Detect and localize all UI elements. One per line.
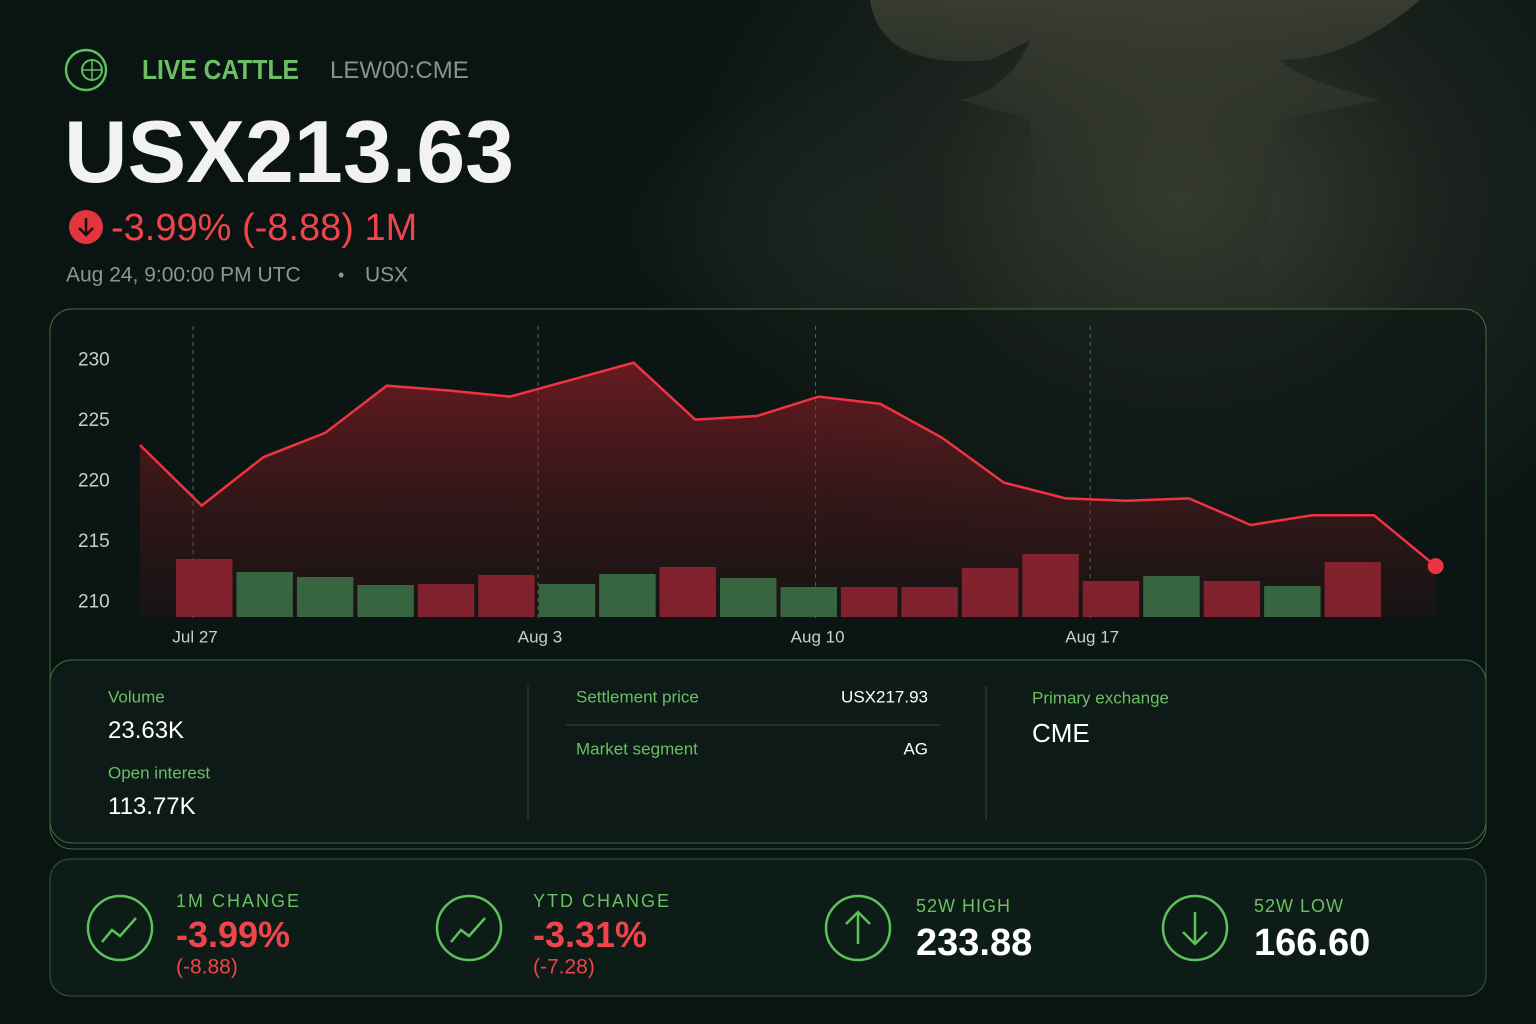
x-tick-label: Jul 27 [172, 627, 217, 646]
title: LIVE CATTLE [142, 54, 299, 85]
symbol: LEW00:CME [330, 57, 469, 84]
detail-label: Open interest [108, 763, 211, 783]
x-tick-label: Aug 10 [791, 627, 845, 646]
stat-sub: (-8.88) [176, 955, 238, 979]
volume-bar [296, 577, 354, 617]
stats-panel [49, 858, 1487, 997]
down-icon [78, 218, 94, 237]
detail-value: 113.77K [108, 793, 196, 820]
y-tick-label: 230 [78, 349, 110, 370]
volume-bar [1324, 562, 1381, 617]
price-change: -3.99% (-8.88) 1M [111, 207, 418, 249]
last-point [1427, 558, 1444, 575]
volume-bar [417, 584, 475, 617]
timestamp: Aug 24, 9:00:00 PM UTC [66, 263, 301, 287]
volume-bar [901, 587, 958, 617]
detail-label: Primary exchange [1032, 688, 1170, 708]
detail-label: Market segment [576, 739, 698, 759]
y-tick-label: 225 [78, 410, 110, 431]
price: USX213.63 [64, 102, 515, 201]
volume-bar [599, 574, 656, 617]
volume-bar [659, 567, 717, 617]
volume-bar [538, 584, 596, 617]
detail-label: Volume [108, 687, 165, 707]
volume-bar [176, 559, 233, 617]
separator: • [338, 265, 345, 285]
volume-bar [1264, 586, 1321, 617]
volume-bar [720, 578, 777, 617]
volume-bar [840, 587, 898, 617]
detail-label: Settlement price [576, 687, 699, 707]
volume-bar [1203, 581, 1261, 617]
volume-bar [236, 572, 293, 617]
volume-bar [357, 585, 414, 617]
y-tick-label: 215 [78, 531, 110, 552]
stat-value: 233.88 [916, 922, 1033, 964]
volume-bar [1082, 581, 1140, 617]
stat-sub: (-7.28) [533, 955, 595, 979]
stat-label: 52W HIGH [916, 896, 1012, 916]
volume-bar [961, 568, 1019, 617]
details-panel [49, 659, 1487, 844]
y-tick-label: 220 [78, 470, 110, 491]
x-tick-label: Aug 3 [518, 627, 562, 646]
area [140, 362, 1436, 617]
volume-bar [1022, 554, 1079, 617]
stat-label: 1M CHANGE [176, 891, 302, 911]
bull-image [870, 0, 1420, 355]
detail-value: CME [1032, 718, 1090, 748]
detail-value: USX217.93 [841, 687, 928, 707]
x-tick-label: Aug 17 [1065, 627, 1119, 646]
currency: USX [365, 263, 409, 287]
volume-bar [478, 575, 535, 617]
detail-value: 23.63K [108, 717, 185, 744]
line [139, 361, 1437, 568]
stat-label: YTD CHANGE [533, 891, 672, 911]
volume-bar [780, 587, 837, 617]
y-tick-label: 210 [78, 591, 110, 612]
icons [64, 48, 1229, 962]
volume-bar [1143, 576, 1200, 617]
stat-value: -3.99% [176, 914, 291, 955]
stat-value: -3.31% [533, 914, 648, 955]
stat-value: 166.60 [1254, 922, 1371, 964]
stat-label: 52W LOW [1254, 896, 1345, 916]
detail-value: AG [903, 739, 928, 759]
